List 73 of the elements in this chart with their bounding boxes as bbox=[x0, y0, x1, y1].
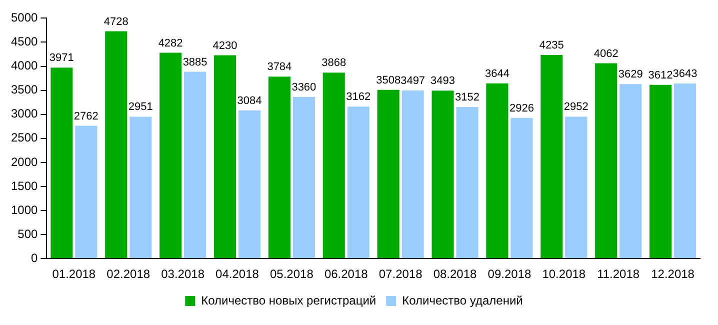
data-label: 4230 bbox=[212, 40, 238, 52]
data-label: 3644 bbox=[484, 68, 510, 80]
bar bbox=[595, 63, 618, 258]
data-label: 3162 bbox=[346, 91, 371, 104]
bar bbox=[377, 90, 400, 258]
y-tick-label: 3000 bbox=[10, 106, 38, 121]
x-tick-label: 06.2018 bbox=[324, 267, 368, 282]
data-label: 4728 bbox=[104, 16, 128, 28]
data-label: 3971 bbox=[49, 52, 74, 64]
data-label: 3152 bbox=[455, 92, 480, 104]
bar bbox=[50, 68, 73, 258]
bar bbox=[565, 116, 588, 258]
legend-label: Количество новых регистраций bbox=[201, 293, 376, 308]
data-label: 3885 bbox=[182, 56, 208, 68]
x-tick-label: 08.2018 bbox=[433, 267, 478, 282]
y-tick-label: 3500 bbox=[10, 82, 38, 97]
data-label: 3629 bbox=[618, 68, 643, 81]
data-label: 4235 bbox=[539, 40, 564, 52]
bar bbox=[674, 83, 696, 258]
data-label: 4282 bbox=[158, 37, 183, 50]
bar bbox=[486, 83, 508, 258]
y-tick-label: 4000 bbox=[10, 58, 38, 73]
bar bbox=[238, 110, 261, 258]
x-tick-label: 07.2018 bbox=[378, 267, 423, 282]
data-label: 3493 bbox=[430, 75, 456, 88]
x-tick-label: 01.2018 bbox=[52, 267, 96, 282]
bar bbox=[322, 72, 345, 258]
bar bbox=[292, 97, 315, 258]
bar bbox=[510, 118, 533, 258]
bar bbox=[160, 52, 182, 258]
y-tick-label: 0 bbox=[31, 250, 38, 265]
bar bbox=[456, 107, 478, 258]
bar bbox=[432, 90, 454, 258]
y-tick-label: 2500 bbox=[10, 130, 38, 145]
data-label: 4062 bbox=[594, 48, 618, 60]
x-tick-label: 09.2018 bbox=[488, 267, 532, 282]
x-tick-label: 03.2018 bbox=[161, 267, 205, 282]
x-tick-label: 05.2018 bbox=[270, 267, 314, 282]
bar bbox=[184, 72, 206, 258]
data-label: 3868 bbox=[322, 57, 346, 70]
data-label: 2951 bbox=[128, 101, 153, 114]
bar bbox=[268, 76, 290, 258]
data-label: 2926 bbox=[509, 102, 534, 114]
y-tick-label: 5000 bbox=[10, 10, 38, 25]
y-tick-label: 4500 bbox=[10, 34, 38, 49]
data-label: 3643 bbox=[672, 68, 698, 80]
bar bbox=[105, 31, 128, 258]
bar bbox=[620, 84, 642, 258]
legend-label: Количество удалений bbox=[402, 293, 523, 308]
x-tick-label: 02.2018 bbox=[106, 267, 150, 282]
y-tick-label: 1000 bbox=[10, 202, 38, 217]
x-tick-label: 12.2018 bbox=[651, 267, 695, 282]
data-label: 3612 bbox=[648, 69, 673, 82]
data-label: 3497 bbox=[400, 74, 426, 87]
y-tick-label: 2000 bbox=[10, 154, 38, 169]
data-label: 3084 bbox=[237, 94, 262, 107]
y-tick-label: 500 bbox=[18, 226, 38, 241]
y-tick-label: 1500 bbox=[10, 178, 38, 193]
x-tick-label: 11.2018 bbox=[597, 267, 640, 282]
x-tick-label: 10.2018 bbox=[542, 267, 586, 282]
bar bbox=[650, 84, 672, 258]
data-label: 3508 bbox=[376, 74, 401, 86]
bar bbox=[540, 54, 563, 258]
bar bbox=[130, 116, 152, 258]
data-label: 2762 bbox=[74, 110, 98, 122]
data-label: 2952 bbox=[564, 101, 588, 114]
bar bbox=[214, 55, 236, 258]
data-label: 3360 bbox=[292, 82, 316, 94]
bar bbox=[347, 106, 370, 258]
bar bbox=[75, 126, 98, 258]
bar bbox=[402, 90, 424, 258]
x-tick-label: 04.2018 bbox=[216, 267, 260, 282]
data-label: 3784 bbox=[267, 61, 292, 74]
